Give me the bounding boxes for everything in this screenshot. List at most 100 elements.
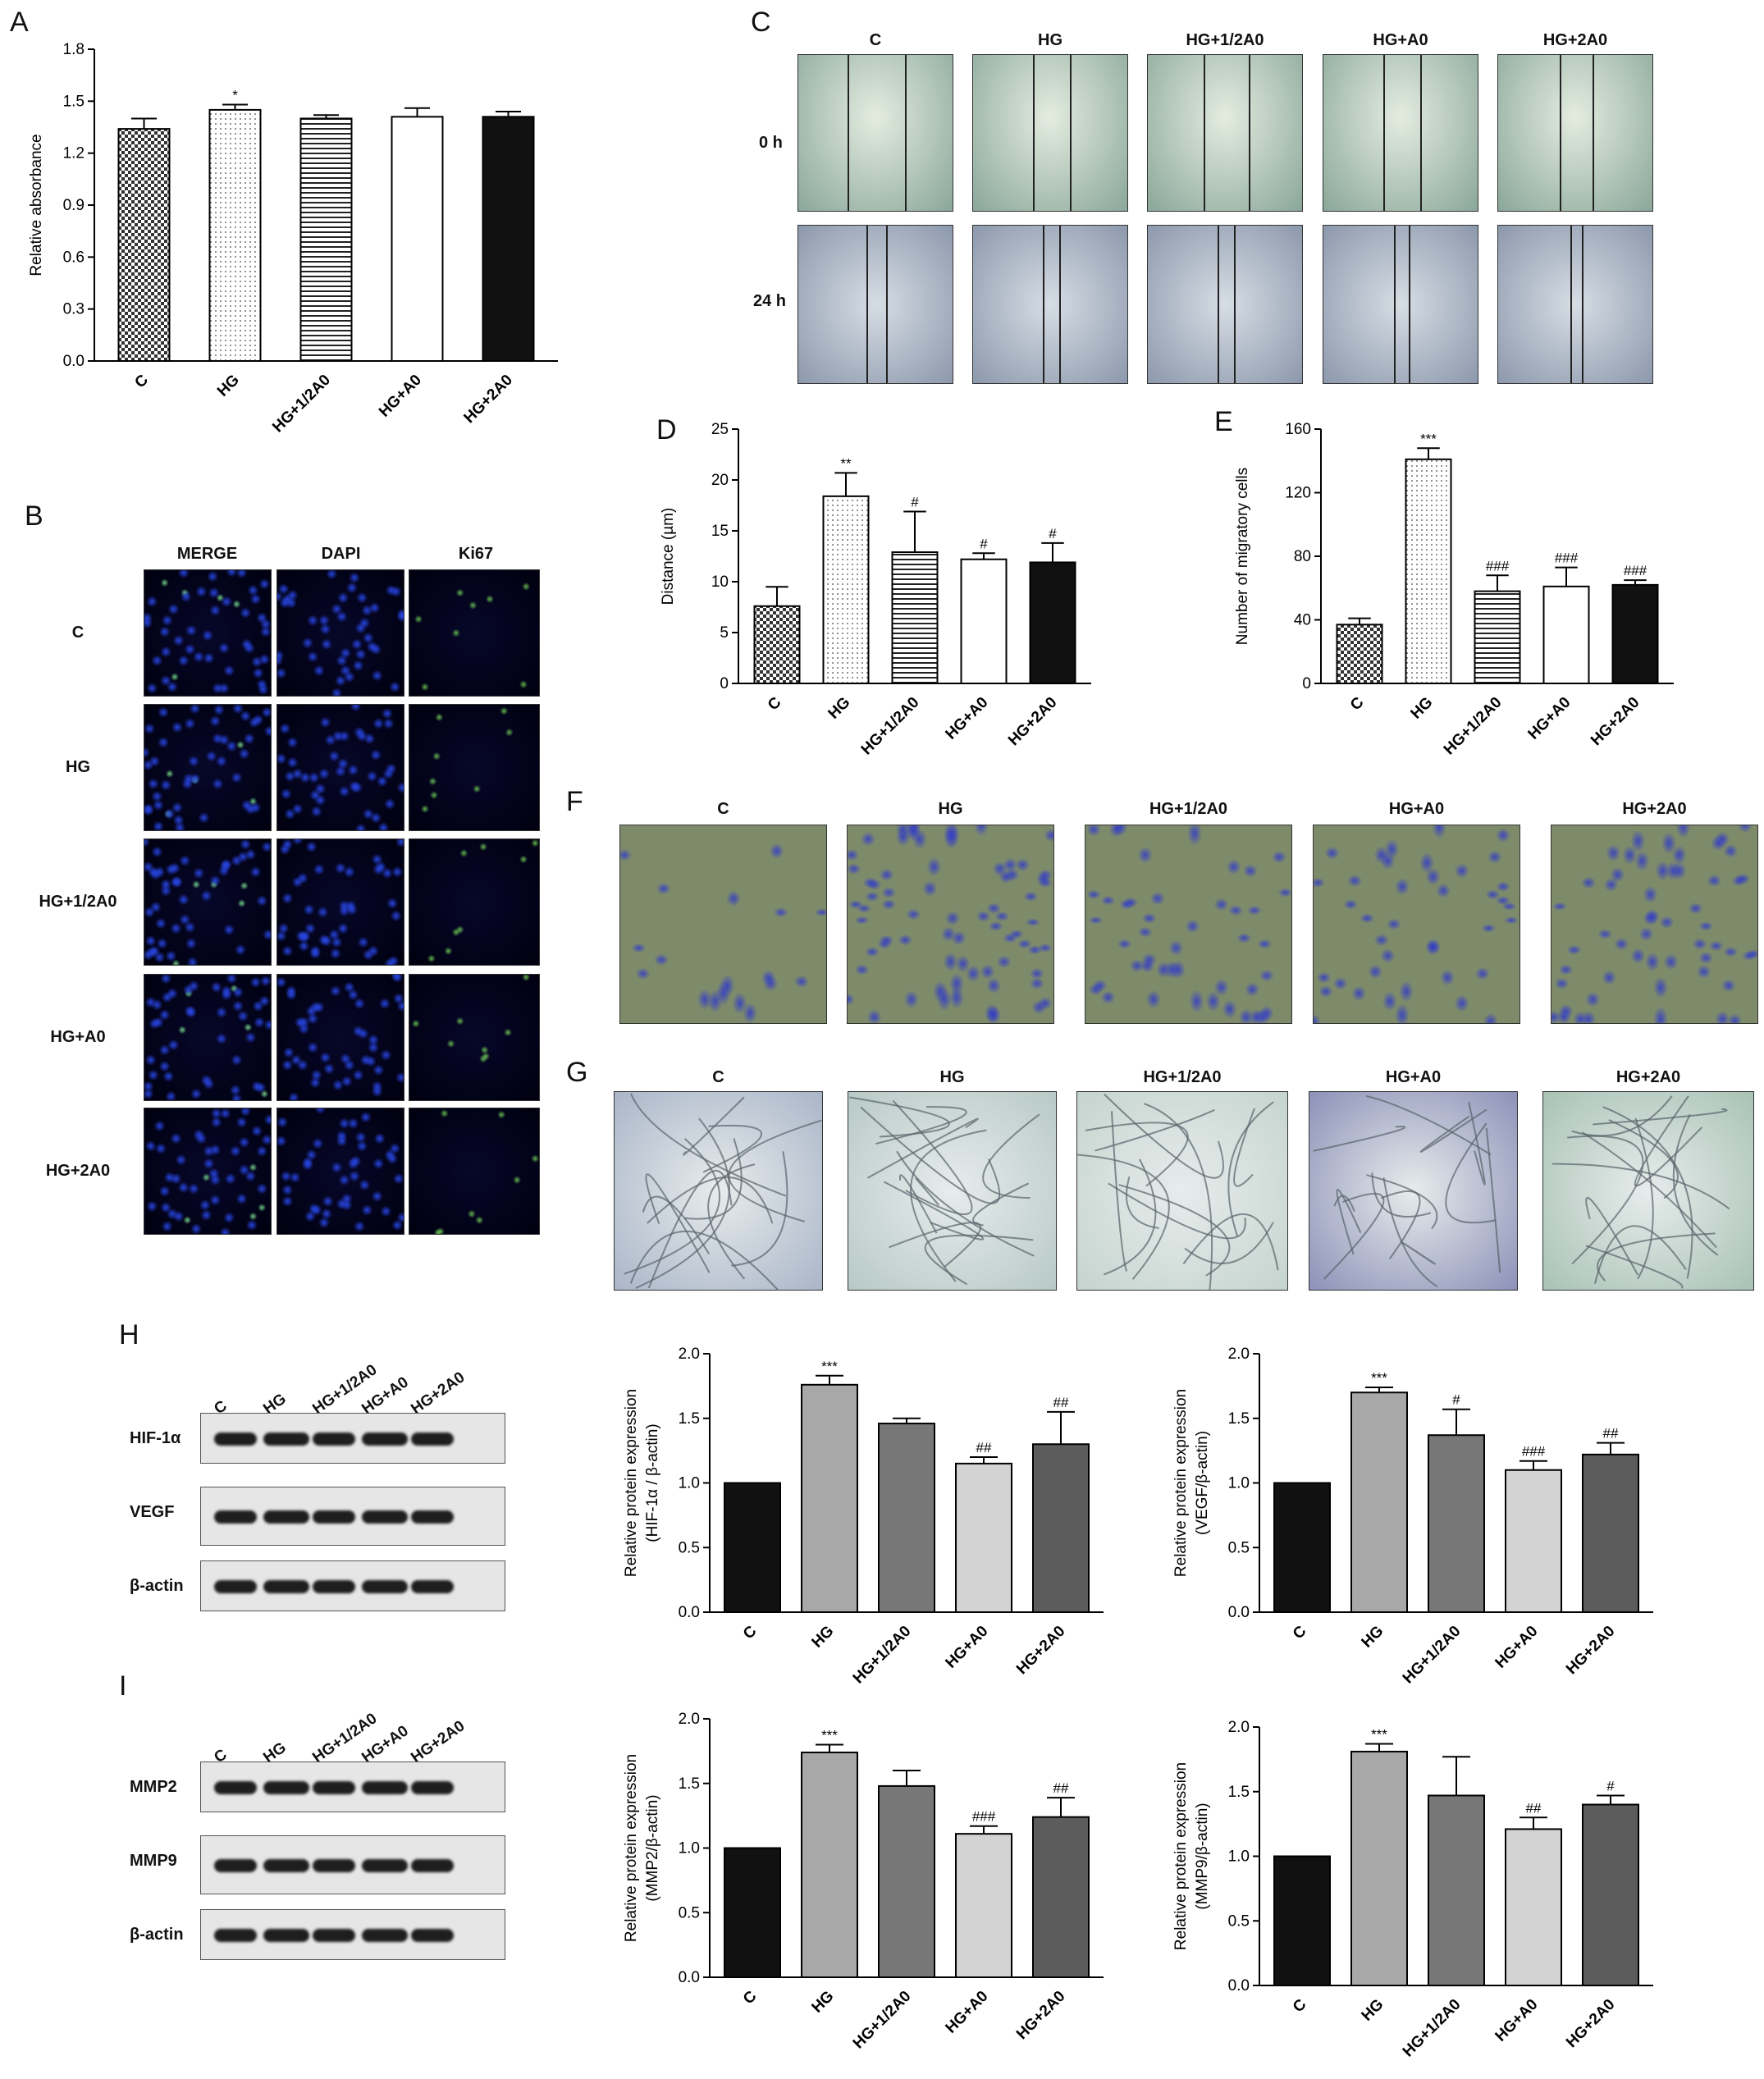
y-tick-label: 0.5: [1228, 1539, 1250, 1556]
f-col-label: C: [717, 800, 729, 818]
bar-hg: [1350, 1391, 1408, 1613]
fluorescence-image: [276, 838, 404, 966]
scratch-edge-line: [1419, 55, 1422, 211]
b-row-label: HG: [66, 757, 90, 776]
f-col-label: HG+A0: [1388, 800, 1445, 818]
y-tick-label: 0.0: [679, 1604, 700, 1621]
bar-hg-1-2a0: [878, 1423, 935, 1613]
tube-branch: [896, 1150, 1035, 1257]
protein-band: [411, 1580, 454, 1593]
category-label: HG+1/2A0: [858, 694, 923, 759]
y-tick-label: 20: [711, 472, 729, 489]
significance-mark: #: [1049, 526, 1057, 541]
y-tick-label: 15: [711, 523, 729, 540]
bar-hg-2a0: [1611, 583, 1659, 684]
chart-vegf-expression: 0.0 0.5 1.0 1.5 2.0 Relative protein expressi…: [1172, 1346, 1653, 1687]
scratch-edge-line: [1593, 55, 1594, 211]
blot-strip: [200, 1835, 505, 1894]
c-row-24h: 24 h: [753, 292, 787, 310]
tube-branch: [707, 1163, 756, 1280]
scratch-image: [1497, 225, 1653, 384]
y-tick-label: 1.2: [63, 145, 85, 162]
bar-c: [1273, 1855, 1331, 1986]
tube-branch: [1567, 1135, 1644, 1265]
scratch-edge-line: [886, 226, 888, 383]
category-label: C: [1290, 1995, 1310, 2016]
scratch-edge-line: [1203, 55, 1205, 211]
category-label: HG+1/2A0: [1441, 694, 1506, 759]
y-tick-label: 1.0: [1228, 1475, 1250, 1492]
tube-branch: [1336, 1189, 1362, 1255]
category-label: HG: [1359, 1996, 1387, 2025]
tube-branch: [1077, 1154, 1170, 1280]
scratch-image: [1497, 54, 1653, 212]
significance-mark: ***: [821, 1728, 838, 1743]
b-col-merge: MERGE: [176, 545, 238, 563]
fluorescence-image: [276, 569, 404, 697]
significance-mark: ###: [1624, 563, 1647, 578]
protein-band: [362, 1781, 408, 1794]
significance-mark: **: [840, 455, 852, 471]
tube-branch: [731, 1151, 788, 1267]
protein-band: [214, 1781, 257, 1794]
panel-label-b: B: [25, 500, 43, 532]
tube-branch: [1468, 1102, 1486, 1186]
scratch-edge-line: [1234, 226, 1236, 383]
significance-mark: ###: [1486, 558, 1510, 573]
bar-c: [1273, 1482, 1331, 1613]
significance-mark: ***: [1371, 1370, 1387, 1386]
b-row-label: HG+2A0: [45, 1161, 111, 1180]
b-row-label: HG+A0: [50, 1027, 106, 1046]
panel-label-g: G: [566, 1057, 588, 1088]
category-label: C: [1347, 693, 1368, 714]
bar-hg-a0: [391, 116, 444, 362]
category-label: HG+1/2A0: [1400, 1996, 1465, 2061]
fluorescence-image: [409, 974, 540, 1101]
bar-hg-a0: [960, 558, 1008, 684]
blot-strip: [200, 1413, 505, 1464]
significance-mark: #: [980, 536, 988, 551]
scratch-edge-line: [866, 226, 868, 383]
tube-branch: [1085, 1122, 1189, 1187]
g-col-label: HG: [939, 1068, 965, 1086]
protein-band: [263, 1929, 309, 1942]
bar-hg-2a0: [1029, 561, 1076, 684]
scratch-edge-line: [1582, 226, 1583, 383]
protein-band: [411, 1929, 454, 1942]
tube-branch: [1582, 1131, 1717, 1249]
tube-image: [1542, 1091, 1754, 1291]
protein-band: [362, 1432, 408, 1446]
chart-distance: 0 5 10 15 20 25 Distance (µm) C ** HG # HG+1/2A0 # HG…: [660, 421, 1091, 759]
fluorescence-image: [409, 704, 540, 831]
scratch-image: [1323, 225, 1478, 384]
panel-label-f: F: [566, 786, 583, 817]
fluorescence-image: [144, 838, 272, 966]
f-col-label: HG+2A0: [1622, 800, 1687, 818]
y-tick-label: 1.5: [679, 1410, 700, 1428]
y-tick-label: 0.5: [679, 1904, 700, 1921]
b-row-label: HG+1/2A0: [39, 892, 117, 911]
y-axis-label: Relative protein expression: [1172, 1762, 1190, 1950]
scratch-edge-line: [1570, 226, 1572, 383]
protein-band: [263, 1580, 309, 1593]
protein-band: [214, 1580, 257, 1593]
tube-branch: [1110, 1111, 1128, 1272]
tube-branch: [1184, 1222, 1274, 1264]
category-label: HG+2A0: [1563, 1996, 1618, 2051]
bar-c: [753, 605, 801, 684]
significance-mark: #: [1452, 1392, 1460, 1408]
protein-band: [313, 1929, 355, 1942]
panel-label-h: H: [119, 1319, 139, 1350]
y-tick-label: 5: [720, 624, 729, 642]
tube-branch: [1233, 1108, 1255, 1187]
y-axis-label: Relative protein expression: [623, 1389, 640, 1577]
category-label: HG+A0: [1492, 1996, 1542, 2045]
bar-hg: [1350, 1750, 1408, 1987]
tube-branch: [1313, 1126, 1406, 1152]
blot-strip: [200, 1487, 505, 1546]
tube-branch: [860, 1106, 1001, 1204]
tube-branch: [1125, 1176, 1159, 1229]
category-label: HG: [214, 372, 243, 400]
protein-band: [313, 1580, 355, 1593]
significance-mark: ##: [1526, 1800, 1542, 1816]
